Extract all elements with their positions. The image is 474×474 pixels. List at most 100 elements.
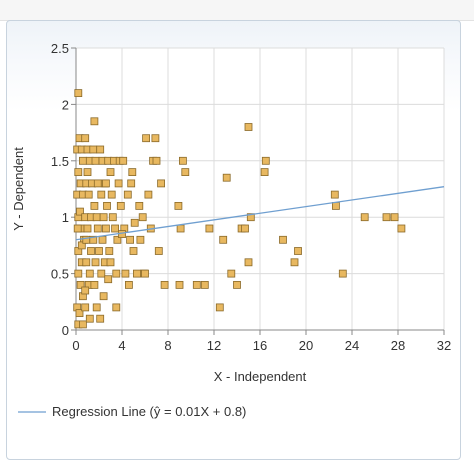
x-tick-labels: 0 4 8 12 16 20 24 28 32: [72, 338, 451, 353]
data-point: [142, 134, 151, 143]
data-point: [227, 269, 236, 278]
data-point: [112, 303, 121, 312]
data-point: [83, 168, 92, 177]
data-point: [132, 269, 141, 278]
data-point: [106, 168, 115, 177]
x-tick-label: 20: [299, 338, 313, 353]
data-point: [89, 145, 98, 154]
data-point: [141, 269, 149, 278]
x-tick-label: 16: [253, 338, 267, 353]
x-tick-label: 32: [437, 338, 451, 353]
data-point: [89, 235, 98, 244]
data-point: [96, 145, 105, 154]
data-point: [95, 247, 103, 255]
y-tick-label: 1.5: [51, 154, 69, 169]
data-point: [108, 213, 117, 222]
data-point: [160, 280, 169, 289]
data-point: [91, 258, 100, 267]
data-point: [279, 235, 287, 244]
data-point: [130, 218, 139, 227]
data-point: [81, 134, 90, 143]
data-point: [102, 179, 110, 188]
data-points: [73, 89, 406, 329]
data-point: [75, 309, 84, 318]
data-point: [261, 156, 270, 165]
data-point: [175, 280, 184, 289]
data-point: [112, 269, 121, 278]
data-point: [79, 320, 87, 329]
data-point: [338, 269, 347, 278]
data-point: [97, 190, 106, 199]
data-point: [390, 213, 399, 222]
data-point: [397, 224, 406, 233]
data-point: [151, 134, 160, 143]
data-point: [91, 156, 100, 165]
data-point: [119, 156, 128, 165]
data-point: [93, 224, 102, 233]
data-point: [222, 173, 231, 182]
x-tick-label: 12: [207, 338, 221, 353]
data-point: [121, 269, 130, 278]
data-point: [244, 123, 253, 131]
data-point: [92, 303, 101, 312]
data-point: [215, 303, 224, 312]
data-point: [87, 247, 95, 255]
data-point: [126, 235, 134, 244]
data-point: [114, 179, 123, 188]
data-point: [219, 235, 228, 244]
data-point: [81, 286, 90, 295]
data-point: [111, 224, 119, 233]
data-point: [178, 156, 187, 165]
data-point: [200, 280, 209, 289]
data-point: [174, 201, 183, 210]
data-point: [74, 168, 83, 177]
regression-line: [75, 186, 445, 241]
data-point: [331, 201, 340, 210]
data-point: [233, 280, 241, 289]
data-point: [135, 201, 144, 210]
data-point: [79, 156, 87, 165]
data-point: [85, 269, 94, 278]
data-point: [106, 258, 115, 267]
data-point: [90, 117, 99, 126]
y-tick-label: 0.5: [51, 267, 69, 282]
data-point: [294, 247, 302, 255]
data-point: [104, 275, 113, 284]
data-point: [93, 179, 102, 188]
data-point: [74, 269, 83, 278]
data-point: [205, 224, 214, 233]
data-point: [76, 207, 84, 216]
data-point: [73, 224, 82, 233]
data-point: [129, 247, 138, 255]
data-point: [107, 190, 116, 199]
y-tick-label: 2.5: [51, 41, 69, 56]
legend-regression-label: Regression Line (ŷ = 0.01X + 0.8): [52, 404, 246, 419]
x-tick-label: 4: [118, 338, 125, 353]
data-point: [99, 213, 108, 222]
data-point: [136, 235, 145, 244]
x-tick-label: 28: [391, 338, 405, 353]
data-point: [85, 314, 94, 323]
data-point: [157, 179, 166, 188]
data-point: [260, 168, 269, 177]
data-point: [125, 280, 133, 289]
data-point: [127, 179, 136, 188]
data-point: [138, 213, 147, 222]
data-point: [90, 201, 99, 210]
data-point: [98, 235, 107, 244]
data-point: [92, 213, 101, 222]
data-point: [116, 201, 125, 210]
data-point: [84, 190, 93, 199]
data-point: [77, 241, 86, 250]
data-point: [176, 224, 185, 233]
data-point: [246, 213, 255, 222]
data-point: [103, 201, 111, 210]
y-tick-label: 0: [62, 323, 69, 338]
y-tick-labels: 0 0.5 1 1.5 2 2.5: [51, 41, 69, 338]
data-point: [74, 89, 83, 97]
x-tick-label: 24: [345, 338, 359, 353]
x-tick-label: 0: [72, 338, 79, 353]
data-point: [90, 280, 99, 289]
x-axis-title: X - Independent: [214, 369, 307, 384]
